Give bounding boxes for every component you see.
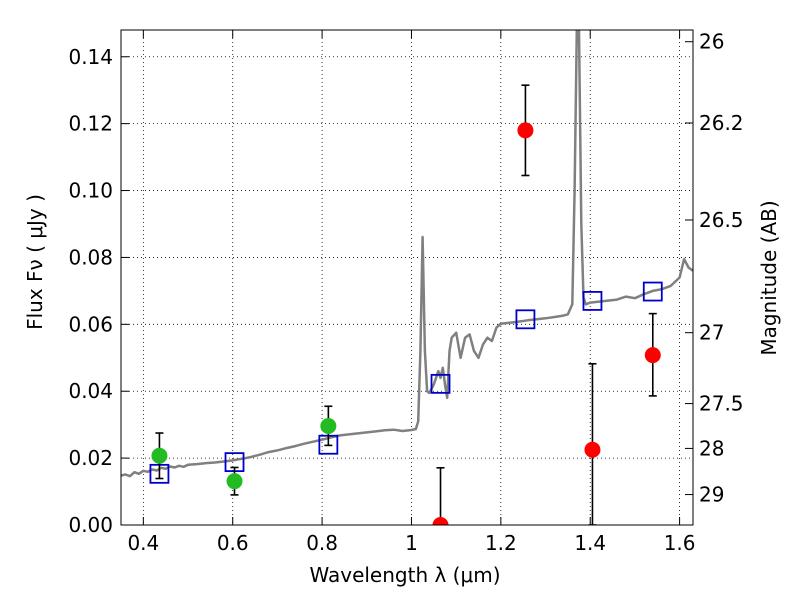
observed-point	[226, 473, 243, 490]
y-tick-label: 0.00	[68, 513, 113, 537]
model-square-point	[642, 281, 663, 302]
observed-point	[320, 418, 337, 434]
y-tick-label: 0.04	[68, 379, 113, 403]
y-axis-left: 0.00 0.02 0.04 0.06 0.08 0.10 0.12 0.14	[68, 45, 129, 537]
plot-area	[121, 30, 693, 525]
observed-point	[517, 122, 534, 139]
x-axis-label: Wavelength λ (μm)	[309, 563, 500, 587]
right-tick-label: 28	[699, 436, 724, 460]
x-tick-label: 1.4	[574, 531, 606, 555]
x-tick-label: 0.8	[306, 531, 338, 555]
x-tick-label: 0.4	[127, 531, 159, 555]
x-tick-label: 1.6	[664, 531, 696, 555]
right-tick-label: 26.2	[699, 111, 744, 135]
y-tick-label: 0.14	[68, 45, 113, 69]
y-tick-label: 0.06	[68, 312, 113, 336]
y-tick-label: 0.10	[68, 179, 113, 203]
plot-frame	[120, 29, 694, 526]
x-axis: 0.4 0.6 0.8 1 1.2 1.4 1.6	[127, 30, 696, 555]
y-tick-label: 0.08	[68, 245, 113, 269]
y-axis-right-label: Magnitude (AB)	[757, 200, 781, 355]
observed-point	[644, 347, 661, 364]
observed-point	[584, 441, 601, 458]
x-tick-label: 1	[405, 531, 418, 555]
right-tick-label: 26.5	[699, 208, 744, 232]
x-tick-label: 1.2	[485, 531, 517, 555]
right-tick-label: 26	[699, 30, 724, 54]
model-square-point	[515, 309, 536, 330]
x-tick-label: 0.6	[217, 531, 249, 555]
observed-point	[151, 447, 168, 464]
y-axis-right: 26 26.2 26.5 27 27.5 28 29	[685, 30, 744, 507]
y-tick-label: 0.02	[68, 446, 113, 470]
right-tick-label: 29	[699, 483, 724, 507]
model-square-point	[430, 373, 451, 394]
y-axis-left-label: Flux Fν ( μJy )	[23, 194, 47, 330]
y-tick-label: 0.12	[68, 112, 113, 136]
right-tick-label: 27.5	[699, 392, 744, 416]
right-tick-label: 27	[699, 321, 724, 345]
observed-point	[432, 517, 449, 525]
model-square-point	[582, 291, 603, 311]
